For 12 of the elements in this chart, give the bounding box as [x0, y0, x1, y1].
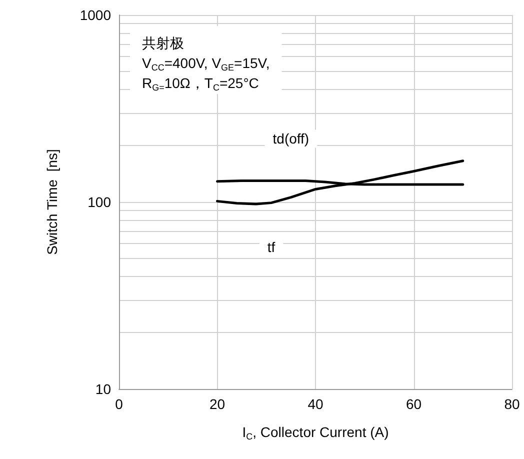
text: tf [267, 238, 276, 255]
x-tick-label: 0 [115, 396, 124, 412]
text: td(off) [272, 130, 310, 147]
y-tick-label: 1000 [80, 7, 112, 23]
line-series [216, 160, 464, 206]
x-tick-label: 60 [406, 396, 422, 412]
x-tick-label: 20 [209, 396, 226, 412]
x-tick-label: 80 [504, 396, 520, 412]
y-axis-title: Switch Time [ns] [44, 149, 60, 255]
x-tick-label: 40 [308, 396, 324, 412]
y-tick-label: 10 [95, 381, 112, 397]
y-tick-label: 100 [88, 194, 112, 210]
